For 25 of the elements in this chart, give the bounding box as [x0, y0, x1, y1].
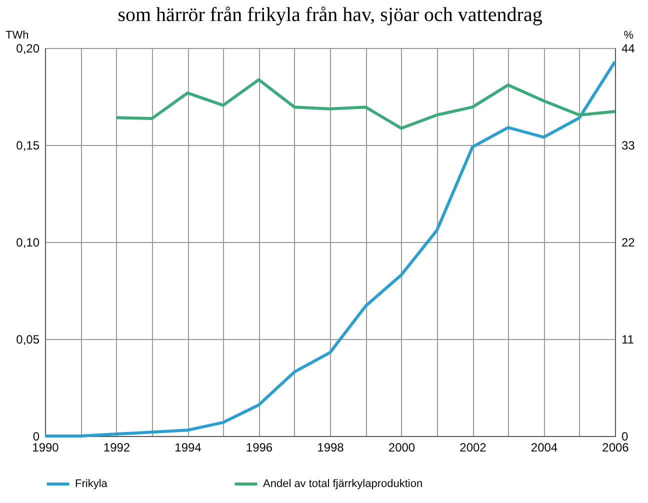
x-tick-label: 1990: [32, 440, 60, 454]
y2-axis-title: %: [624, 30, 634, 42]
x-tick-label: 1994: [174, 440, 202, 454]
y2-tick-label: 44: [622, 42, 636, 56]
y-tick-label: 0,05: [16, 332, 40, 346]
y-tick-label: 0,10: [16, 236, 40, 250]
x-tick-label: 2006: [602, 440, 630, 454]
legend-label: Frikyla: [75, 478, 108, 490]
y2-tick-label: 0: [622, 430, 628, 444]
x-tick-label: 2002: [460, 440, 487, 454]
legend-label: Andel av total fjärrkylaproduktion: [263, 478, 423, 490]
x-tick-label: 1996: [246, 440, 273, 454]
x-tick-label: 2004: [530, 440, 558, 454]
y-tick-label: 0: [32, 430, 40, 444]
y-axis-title: TWh: [6, 30, 29, 42]
x-tick-label: 2000: [388, 440, 416, 454]
y2-tick-label: 11: [622, 332, 634, 346]
x-tick-label: 1992: [103, 440, 130, 454]
y-tick-label: 0,20: [16, 42, 40, 56]
x-tick-label: 1998: [317, 440, 344, 454]
chart-title: som härrör från frikyla från hav, sjöar och vattendrag: [118, 4, 542, 26]
y2-tick-label: 22: [622, 236, 636, 250]
y-tick-label: 0,15: [16, 138, 40, 152]
y2-tick-label: 33: [622, 138, 636, 152]
line-series: [114, 78, 616, 130]
